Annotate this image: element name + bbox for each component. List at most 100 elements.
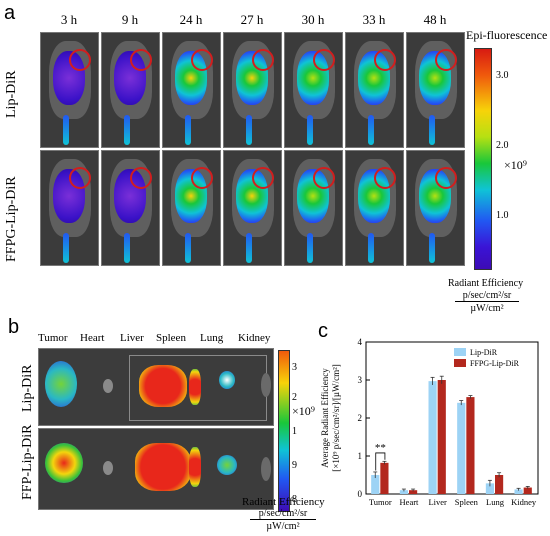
imaging-cell	[345, 32, 404, 148]
y-axis-label: Average Radiant Efficiency [×10⁹ p/sec/cm…	[320, 364, 341, 472]
imaging-cell	[406, 32, 465, 148]
imaging-cell	[223, 150, 282, 266]
y-axis-label-line: [×10⁹ p/sec/cm²/sr]/[µW/cm²]	[331, 364, 341, 472]
y-tick-label: 1	[358, 451, 363, 461]
tail-signal	[429, 233, 435, 263]
bar-lip-dir	[371, 475, 380, 494]
tumor-roi-circle	[191, 49, 213, 71]
organ-label: Liver	[120, 332, 144, 344]
liver-heat-2	[135, 443, 191, 491]
tumor-roi-circle	[69, 49, 91, 71]
tail-signal	[185, 115, 191, 145]
bar-lip-dir	[485, 483, 494, 494]
imaging-cell	[406, 150, 465, 266]
scale-multiplier: ×10⁹	[504, 158, 527, 172]
tail-signal	[124, 233, 130, 263]
organ-label: Spleen	[156, 332, 186, 344]
unit-b-denominator: µW/cm²	[266, 521, 300, 532]
kidney-heat-2	[261, 457, 271, 481]
tumor-roi-circle	[374, 167, 396, 189]
scale-title: Epi-fluorescence	[466, 28, 548, 42]
x-tick-label: Tumor	[369, 497, 392, 507]
tumor-roi-circle	[313, 167, 335, 189]
imaging-cell	[284, 150, 343, 266]
tumor-roi-circle	[130, 49, 152, 71]
spleen-heat-2	[189, 447, 201, 487]
bar-lip-dir	[457, 402, 466, 494]
bar-ffpg-lip-dir	[437, 380, 446, 494]
timepoint-label: 48 h	[423, 12, 447, 27]
timepoint-label: 3 h	[60, 12, 78, 27]
scale-tick-1: 1.0	[496, 210, 509, 221]
legend-label: FFPG-Lip-DiR	[470, 359, 520, 368]
panel-a-letter: a	[4, 2, 16, 24]
tumor-heat-2	[45, 443, 83, 483]
bar-chart: 0 1 2 3 4 Tumor Heart Liver Spleen Lung Kidney ** Li…	[320, 337, 539, 507]
legend-label: Lip-DiR	[470, 348, 498, 357]
tumor-roi-circle	[374, 49, 396, 71]
imaging-cell	[223, 32, 282, 148]
scale-b-tick-9: 9	[292, 460, 297, 471]
legend-swatch	[454, 348, 466, 356]
colorbar-b	[278, 350, 290, 512]
lung-heat-1	[219, 371, 235, 389]
imaging-cell	[40, 32, 99, 148]
tumor-heat-1	[45, 361, 77, 407]
timepoint-label: 30 h	[301, 12, 325, 27]
tail-signal	[63, 115, 69, 145]
x-tick-label: Lung	[486, 497, 505, 507]
unit-denominator: µW/cm²	[470, 303, 504, 314]
x-tick-label: Spleen	[455, 497, 479, 507]
tail-signal	[246, 115, 252, 145]
tumor-roi-circle	[252, 167, 274, 189]
tail-signal	[246, 233, 252, 263]
tail-signal	[124, 115, 130, 145]
organ-tray-ffp-lip-dir	[38, 428, 274, 510]
unit-numerator: p/sec/cm²/sr	[455, 290, 519, 302]
tumor-roi-circle	[191, 167, 213, 189]
significance-label: **	[375, 442, 386, 454]
tail-signal	[307, 115, 313, 145]
imaging-cell	[345, 150, 404, 266]
row-label-lip-dir: Lip-DiR	[4, 70, 19, 118]
organ-label: Lung	[200, 332, 224, 344]
scale-tick-3: 3.0	[496, 70, 509, 81]
imaging-cell	[162, 32, 221, 148]
heart-heat-2	[103, 461, 113, 475]
timepoint-label: 27 h	[240, 12, 264, 27]
scale-b-tick-1: 1	[292, 426, 297, 437]
organ-label: Tumor	[38, 332, 68, 344]
bar-ffpg-lip-dir	[466, 397, 475, 494]
imaging-cell	[101, 150, 160, 266]
timepoint-label: 24 h	[179, 12, 203, 27]
significance-bracket	[375, 452, 386, 471]
tail-signal	[368, 115, 374, 145]
panel-c-letter: c	[318, 320, 328, 342]
unit-b-numerator: p/sec/cm²/sr	[250, 508, 316, 520]
organ-label: Kidney	[238, 332, 271, 344]
bar-lip-dir	[428, 381, 437, 494]
unit-b-label: Radiant Efficiency	[242, 496, 325, 508]
scale-b-tick-2: 2	[292, 392, 297, 403]
scale-b-multiplier: ×10⁹	[292, 404, 315, 418]
kidney-heat-1	[261, 373, 271, 397]
scale-b-tick-3: 3	[292, 362, 297, 373]
lung-heat-2	[217, 455, 237, 475]
tail-signal	[429, 115, 435, 145]
organ-label: Heart	[80, 332, 105, 344]
y-tick-label: 2	[358, 413, 363, 423]
timepoint-label: 9 h	[121, 12, 139, 27]
bar-lip-dir	[514, 489, 523, 494]
scale-tick-2: 2.0	[496, 140, 509, 151]
bar-ffpg-lip-dir	[380, 462, 389, 494]
scale-b-tick-8: 8	[292, 494, 297, 505]
x-tick-label: Kidney	[511, 497, 537, 507]
tumor-roi-circle	[69, 167, 91, 189]
organ-row-label-lip-dir: Lip-DiR	[20, 364, 35, 412]
tail-signal	[185, 233, 191, 263]
y-tick-label: 3	[358, 375, 363, 385]
y-tick-label: 4	[358, 337, 363, 347]
tail-signal	[307, 233, 313, 263]
spleen-heat-1	[189, 369, 201, 405]
tail-signal	[63, 233, 69, 263]
